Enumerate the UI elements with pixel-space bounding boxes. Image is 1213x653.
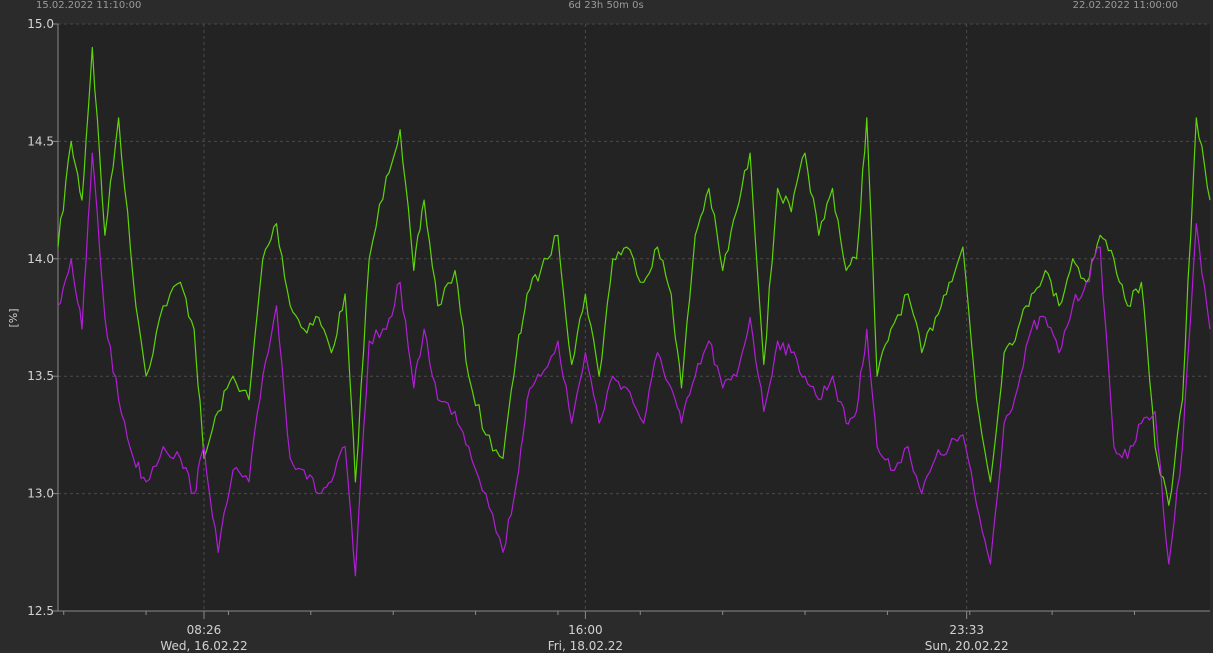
y-tick-label: 14.5 bbox=[27, 134, 54, 148]
header-start-time: 15.02.2022 11:10:00 bbox=[36, 0, 141, 11]
series-line-2 bbox=[57, 152, 1211, 577]
x-tick-time-label: 23:33 bbox=[949, 623, 984, 637]
x-tick-date-label: Sun, 20.02.22 bbox=[925, 639, 1009, 653]
y-tick-label: 13.5 bbox=[27, 369, 54, 383]
header-duration: 6d 23h 50m 0s bbox=[568, 0, 643, 11]
y-tick-label: 12.5 bbox=[27, 604, 54, 618]
y-axis-label: [%] bbox=[7, 308, 20, 327]
series-line-1 bbox=[57, 46, 1211, 506]
x-tick-date-label: Fri, 18.02.22 bbox=[548, 639, 623, 653]
plot-area bbox=[58, 24, 1210, 611]
axes bbox=[53, 23, 1210, 619]
header-end-time: 22.02.2022 11:00:00 bbox=[1073, 0, 1178, 11]
y-tick-label: 14.0 bbox=[27, 252, 54, 266]
y-tick-label: 13.0 bbox=[27, 487, 54, 501]
tick-labels: 12.5 13.0 13.5 14.0 14.5 15.0 08:26 Wed, 16.02.… bbox=[27, 17, 1008, 653]
x-tick-date-label: Wed, 16.02.22 bbox=[160, 639, 247, 653]
y-tick-label: 15.0 bbox=[27, 17, 54, 31]
series-lines bbox=[57, 46, 1211, 577]
grid bbox=[58, 23, 1210, 612]
x-tick-time-label: 08:26 bbox=[187, 623, 222, 637]
x-tick-time-label: 16:00 bbox=[568, 623, 603, 637]
